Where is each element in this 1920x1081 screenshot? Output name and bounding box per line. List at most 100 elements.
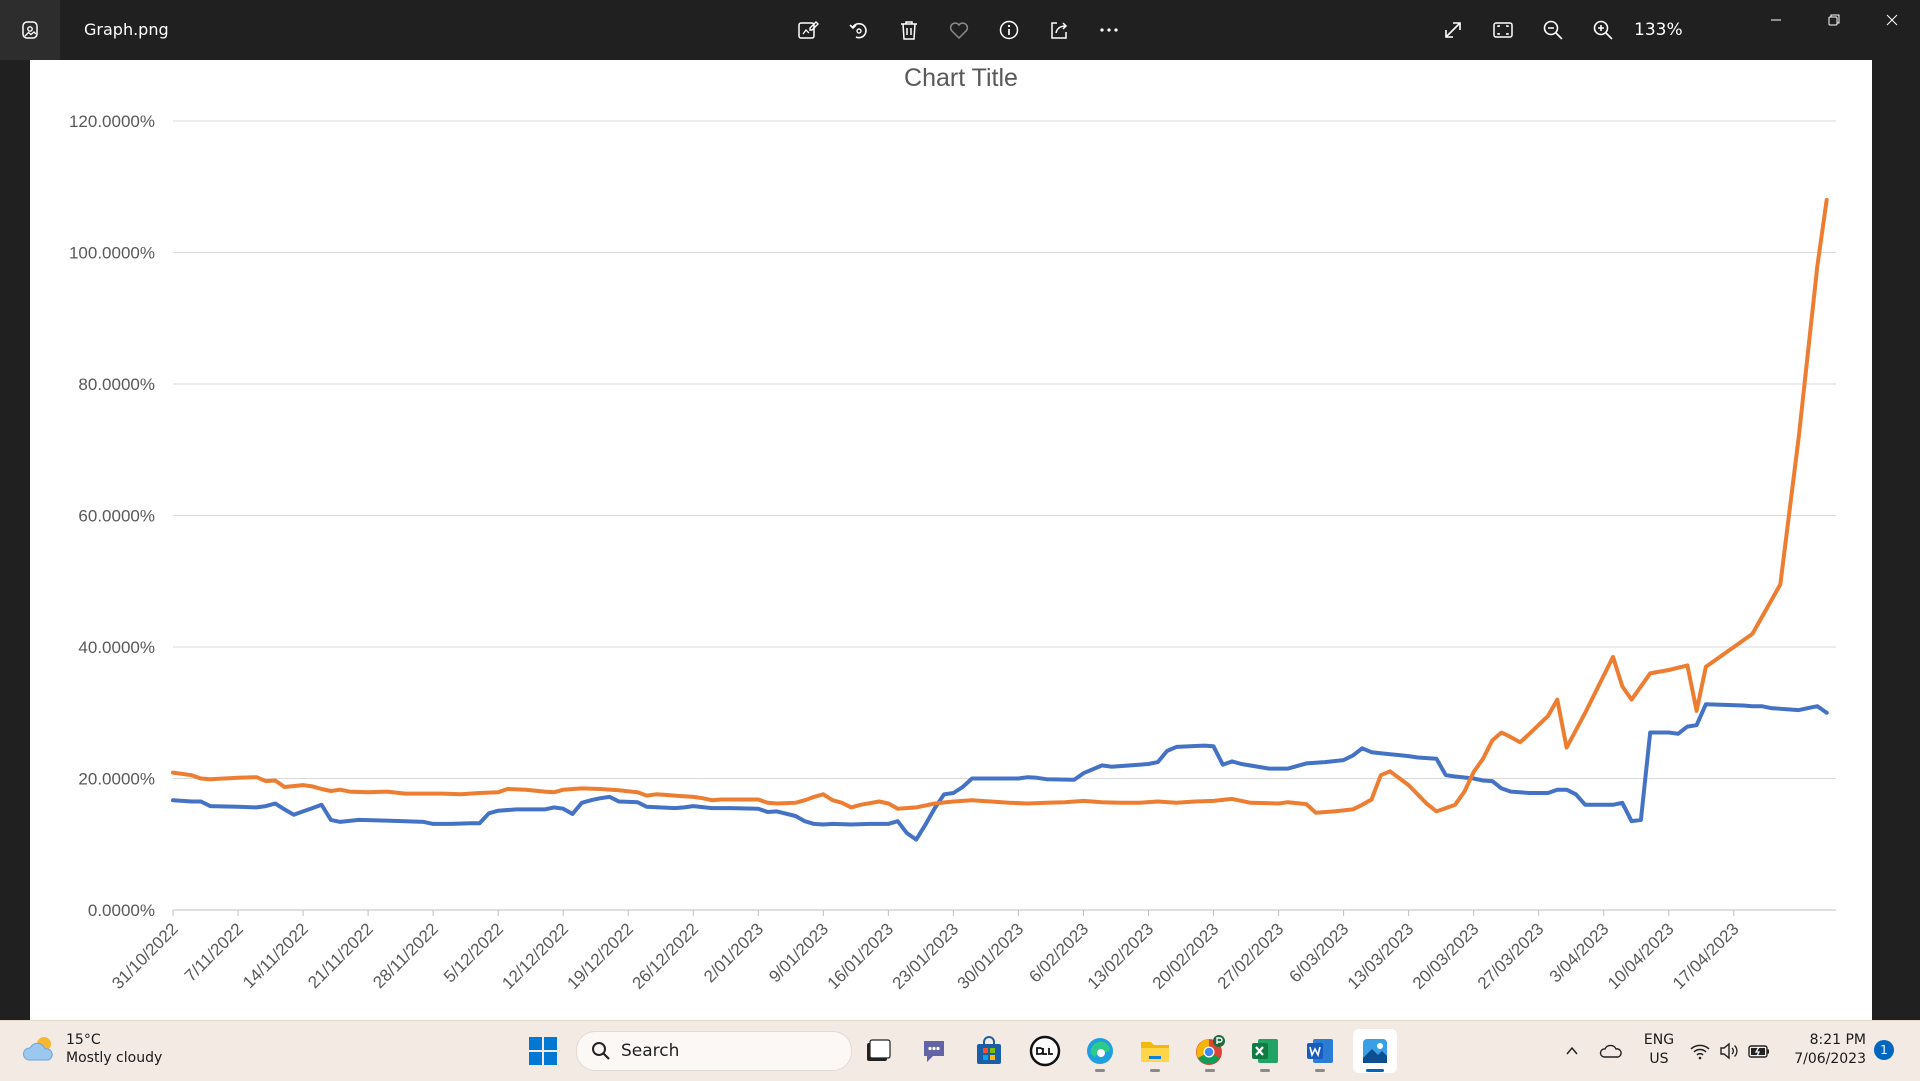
task-view-icon <box>867 1039 891 1061</box>
x-tick-label: 30/01/2023 <box>954 919 1028 993</box>
word-icon <box>1307 1039 1333 1063</box>
wifi-icon <box>1690 1044 1710 1060</box>
rotate-icon[interactable] <box>841 12 877 48</box>
y-tick-label: 80.0000% <box>78 375 155 394</box>
fit-to-window-icon[interactable] <box>1485 12 1521 48</box>
photos-app-icon[interactable] <box>0 0 60 60</box>
file-name: Graph.png <box>84 20 169 39</box>
weather-condition: Mostly cloudy <box>66 1050 163 1066</box>
folder-icon <box>1141 1042 1169 1062</box>
series-line-1 <box>171 702 1829 842</box>
clock[interactable]: 8:21 PM 7/06/2023 <box>1768 1031 1866 1069</box>
file-explorer-button[interactable] <box>1133 1029 1177 1073</box>
share-icon[interactable] <box>1041 12 1077 48</box>
chrome-button[interactable] <box>1188 1029 1232 1073</box>
edit-image-icon[interactable] <box>790 12 826 48</box>
x-tick-label: 21/11/2022 <box>304 919 377 992</box>
zoom-in-icon[interactable] <box>1585 12 1621 48</box>
x-tick-label: 2/01/2023 <box>700 919 767 986</box>
edge-button[interactable] <box>1078 1029 1122 1073</box>
y-tick-label: 20.0000% <box>78 770 155 789</box>
language-line1: ENG <box>1643 1032 1675 1048</box>
language-indicator[interactable]: ENG US <box>1640 1031 1678 1069</box>
notification-badge[interactable]: 1 <box>1874 1040 1894 1060</box>
dell-logo-icon <box>1029 1035 1061 1067</box>
x-tick-label: 9/01/2023 <box>765 919 832 986</box>
x-tick-label: 27/02/2023 <box>1214 919 1288 993</box>
image-canvas: 0.0000% 20.0000% 40.0000% 60.0000% 80.0000% 1… <box>30 60 1872 1020</box>
info-icon[interactable] <box>991 12 1027 48</box>
language-line2: US <box>1649 1051 1669 1067</box>
y-tick-label: 0.0000% <box>88 901 155 920</box>
series-line-2 <box>171 197 1829 815</box>
zoom-out-icon[interactable] <box>1535 12 1571 48</box>
more-icon[interactable] <box>1091 12 1127 48</box>
microsoft-store-button[interactable] <box>967 1029 1011 1073</box>
show-hidden-icons-button[interactable] <box>1550 1029 1594 1073</box>
y-tick-label: 40.0000% <box>78 638 155 657</box>
favorite-icon[interactable] <box>941 12 977 48</box>
x-tick-label: 10/04/2023 <box>1604 919 1678 993</box>
clock-time: 8:21 PM <box>1809 1032 1866 1048</box>
teams-chat-button[interactable] <box>912 1029 956 1073</box>
y-tick-label: 60.0000% <box>78 507 155 526</box>
x-tick-label: 20/02/2023 <box>1149 919 1223 993</box>
x-tick-label: 19/12/2022 <box>563 919 637 993</box>
title-bar: Graph.png 133% <box>0 0 1920 60</box>
photos-button[interactable] <box>1353 1029 1397 1073</box>
dell-button[interactable] <box>1023 1029 1067 1073</box>
x-tick-label: 28/11/2022 <box>369 919 442 992</box>
chrome-icon <box>1196 1035 1225 1065</box>
x-tick-label: 6/03/2023 <box>1286 919 1353 986</box>
x-tick-label: 5/12/2022 <box>440 919 507 986</box>
edge-icon <box>1087 1038 1113 1064</box>
fullscreen-icon[interactable] <box>1435 12 1471 48</box>
quick-settings-button[interactable] <box>1680 1029 1780 1073</box>
x-tick-label: 3/04/2023 <box>1546 919 1613 986</box>
zoom-level[interactable]: 133% <box>1634 20 1683 40</box>
y-tick-label: 100.0000% <box>69 244 155 263</box>
x-tick-label: 16/01/2023 <box>824 919 898 993</box>
excel-icon <box>1252 1039 1278 1063</box>
task-view-button[interactable] <box>856 1029 900 1073</box>
x-tick-label: 17/04/2023 <box>1669 919 1743 993</box>
chevron-up-icon <box>1566 1046 1578 1055</box>
word-button[interactable] <box>1298 1029 1342 1073</box>
cloudy-weather-icon <box>23 1037 53 1061</box>
battery-charging-icon <box>1748 1045 1769 1058</box>
x-tick-label: 14/11/2022 <box>239 919 312 992</box>
onedrive-button[interactable] <box>1589 1029 1633 1073</box>
x-tick-label: 27/03/2023 <box>1474 919 1548 993</box>
minimize-button[interactable] <box>1746 0 1806 40</box>
running-indicator <box>1150 1069 1160 1072</box>
running-indicator <box>1315 1069 1325 1072</box>
running-indicator <box>1260 1069 1270 1072</box>
running-indicator <box>1095 1069 1105 1072</box>
restore-button[interactable] <box>1804 0 1864 40</box>
weather-temp: 15°C <box>66 1032 101 1048</box>
x-tick-label: 26/12/2022 <box>628 919 702 993</box>
running-indicator <box>1205 1069 1215 1072</box>
clock-date: 7/06/2023 <box>1794 1051 1866 1067</box>
line-chart: 0.0000% 20.0000% 40.0000% 60.0000% 80.0000% 1… <box>69 64 1836 993</box>
weather-widget[interactable]: 15°C Mostly cloudy <box>22 1031 162 1067</box>
search-label: Search <box>621 1041 680 1061</box>
start-button[interactable] <box>521 1029 565 1073</box>
chat-icon <box>924 1041 944 1062</box>
windows-logo-icon <box>529 1037 557 1065</box>
taskbar: 15°C Mostly cloudy Search <box>0 1020 1920 1081</box>
x-tick-label: 12/12/2022 <box>498 919 572 993</box>
store-icon <box>977 1036 1001 1064</box>
x-tick-label: 20/03/2023 <box>1409 919 1483 993</box>
delete-icon[interactable] <box>891 12 927 48</box>
y-tick-label: 120.0000% <box>69 112 155 131</box>
active-indicator <box>1366 1069 1384 1072</box>
close-button[interactable] <box>1862 0 1920 40</box>
taskbar-search[interactable]: Search <box>576 1031 852 1071</box>
excel-button[interactable] <box>1243 1029 1287 1073</box>
x-tick-label: 23/01/2023 <box>889 919 963 993</box>
search-icon <box>592 1042 610 1060</box>
x-tick-label: 7/11/2022 <box>181 919 247 985</box>
x-tick-label: 6/02/2023 <box>1025 919 1092 986</box>
x-tick-label: 13/02/2023 <box>1084 919 1158 993</box>
